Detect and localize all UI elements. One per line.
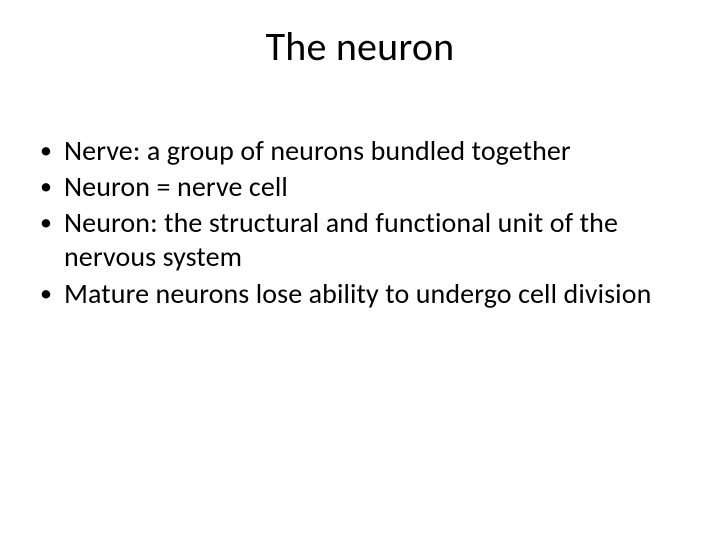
list-item: Neuron: the structural and functional un…: [36, 206, 684, 274]
slide: The neuron Nerve: a group of neurons bun…: [0, 0, 720, 540]
list-item: Neuron = nerve cell: [36, 170, 684, 204]
slide-title: The neuron: [0, 0, 720, 71]
bullet-list: Nerve: a group of neurons bundled togeth…: [36, 134, 684, 311]
list-item: Mature neurons lose ability to undergo c…: [36, 277, 684, 311]
slide-body: Nerve: a group of neurons bundled togeth…: [36, 134, 684, 313]
list-item: Nerve: a group of neurons bundled togeth…: [36, 134, 684, 168]
